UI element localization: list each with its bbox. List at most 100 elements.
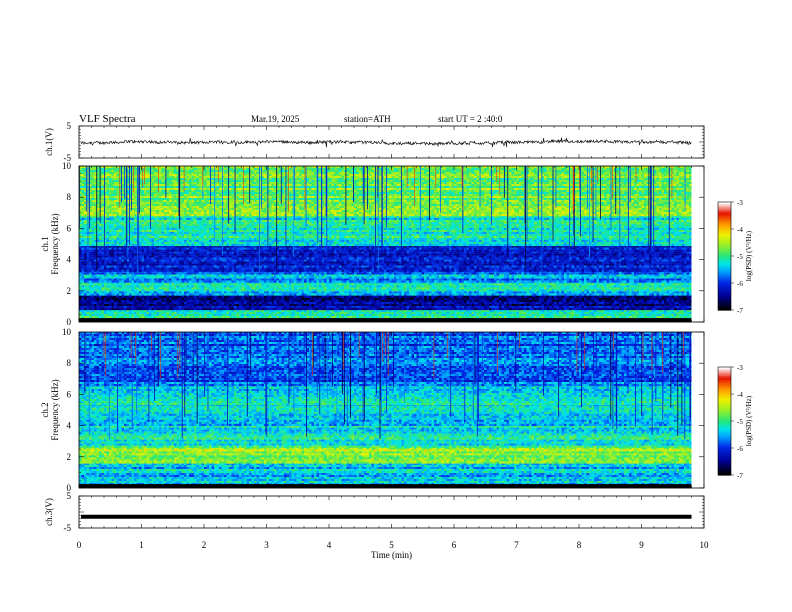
spectrogram-cell bbox=[157, 314, 160, 316]
spectrogram-cell bbox=[614, 310, 617, 312]
spectrogram-cell bbox=[269, 310, 272, 312]
spectrogram-cell bbox=[559, 312, 562, 314]
spectrogram-cell bbox=[504, 314, 507, 316]
spectrogram-cell bbox=[204, 312, 207, 314]
spectrogram-cell bbox=[139, 312, 142, 314]
spectrogram-cell bbox=[464, 310, 467, 312]
spectrogram-cell bbox=[554, 312, 557, 314]
spectrogram-cell bbox=[577, 312, 580, 314]
spectrogram-cell bbox=[384, 314, 387, 316]
spectrogram-cell bbox=[497, 312, 500, 314]
spectrogram-cell bbox=[334, 312, 337, 314]
spectrogram-cell bbox=[492, 312, 495, 314]
spectrogram-cell bbox=[639, 312, 642, 314]
spectrogram-cell bbox=[684, 310, 687, 312]
spectrogram-cell bbox=[247, 314, 250, 316]
spectrogram-cell bbox=[229, 314, 232, 316]
spectrogram-cell bbox=[209, 314, 212, 316]
spectrogram-cell bbox=[107, 312, 110, 314]
spectrogram-cell bbox=[167, 314, 170, 316]
spectrogram-cell bbox=[174, 310, 177, 312]
spectrogram-cell bbox=[372, 312, 375, 314]
spectrogram-cell bbox=[534, 312, 537, 314]
spectrogram-cell bbox=[492, 310, 495, 312]
spectrogram-cell bbox=[309, 314, 312, 316]
spectrogram-cell bbox=[217, 314, 220, 316]
spectrogram-cell bbox=[687, 310, 690, 312]
spectrogram-cell bbox=[454, 310, 457, 312]
spectrogram-cell bbox=[322, 312, 325, 314]
spectrogram-cell bbox=[382, 310, 385, 312]
spectrogram-cell bbox=[289, 314, 292, 316]
spectrogram-cell bbox=[682, 312, 685, 314]
spectrogram-cell bbox=[319, 312, 322, 314]
spectrogram-cell bbox=[477, 310, 480, 312]
spectrogram-cell bbox=[569, 310, 572, 312]
spectrogram-cell bbox=[462, 312, 465, 314]
spectrogram-cell bbox=[139, 310, 142, 312]
spectrogram-cell bbox=[209, 312, 212, 314]
spectrogram-cell bbox=[324, 314, 327, 316]
spectrogram-cell bbox=[342, 314, 345, 316]
spectrogram-cell bbox=[142, 314, 145, 316]
spectrogram-cell bbox=[359, 312, 362, 314]
spectrogram-cell bbox=[159, 312, 162, 314]
spectrogram-cell bbox=[574, 312, 577, 314]
spectrogram-cell bbox=[79, 312, 82, 314]
spectrogram-cell bbox=[402, 312, 405, 314]
spectrogram-cell bbox=[189, 314, 192, 316]
spectrogram-cell bbox=[594, 312, 597, 314]
spectrogram-cell bbox=[127, 314, 130, 316]
spectrogram-cell bbox=[112, 314, 115, 316]
spectrogram-cell bbox=[599, 310, 602, 312]
spectrogram-cell bbox=[312, 310, 315, 312]
spectrogram-cell bbox=[419, 314, 422, 316]
spectrogram-cell bbox=[249, 312, 252, 314]
spectrogram-cell bbox=[79, 310, 82, 312]
spectrogram-cell bbox=[647, 312, 650, 314]
spectrogram-cell bbox=[129, 310, 132, 312]
spectrogram-cell bbox=[237, 310, 240, 312]
spectrogram-cell bbox=[92, 312, 95, 314]
spectrogram-cell bbox=[502, 314, 505, 316]
spectrogram-cell bbox=[299, 314, 302, 316]
spectrogram-cell bbox=[572, 310, 575, 312]
spectrogram-cell bbox=[312, 314, 315, 316]
spectrogram-cell bbox=[169, 312, 172, 314]
spectrogram-cell bbox=[184, 310, 187, 312]
spectrogram-cell bbox=[304, 314, 307, 316]
spectrogram-cell bbox=[434, 312, 437, 314]
spectrogram-cell bbox=[522, 314, 525, 316]
spectrogram-cell bbox=[509, 312, 512, 314]
spectrogram-cell bbox=[629, 310, 632, 312]
spectrogram-cell bbox=[442, 312, 445, 314]
spectrogram-cell bbox=[104, 310, 107, 312]
spectrogram-cell bbox=[439, 310, 442, 312]
spectrogram-cell bbox=[152, 310, 155, 312]
spectrogram-cell bbox=[84, 314, 87, 316]
spectrogram-cell bbox=[467, 314, 470, 316]
spectrogram-cell bbox=[457, 314, 460, 316]
spectrogram-cell bbox=[207, 314, 210, 316]
spectrogram-cell bbox=[374, 310, 377, 312]
spectrogram-cell bbox=[154, 310, 157, 312]
spectrogram-cell bbox=[517, 314, 520, 316]
spectrogram-cell bbox=[364, 314, 367, 316]
spectrogram-cell bbox=[107, 310, 110, 312]
spectrogram-cell bbox=[514, 314, 517, 316]
spectrogram-cell bbox=[582, 310, 585, 312]
spectrogram-cell bbox=[339, 310, 342, 312]
spectrogram-cell bbox=[422, 312, 425, 314]
spectrogram-cell bbox=[642, 310, 645, 312]
spectrogram-cell bbox=[262, 312, 265, 314]
spectrogram-cell bbox=[412, 314, 415, 316]
spectrogram-cell bbox=[244, 312, 247, 314]
spectrogram-cell bbox=[674, 310, 677, 312]
spectrogram-cell bbox=[369, 312, 372, 314]
spectrogram-cell bbox=[304, 312, 307, 314]
spectrogram-cell bbox=[437, 310, 440, 312]
spectrogram-cell bbox=[544, 314, 547, 316]
spectrogram-cell bbox=[382, 314, 385, 316]
spectrogram-cell bbox=[424, 312, 427, 314]
spectrogram-cell bbox=[537, 312, 540, 314]
